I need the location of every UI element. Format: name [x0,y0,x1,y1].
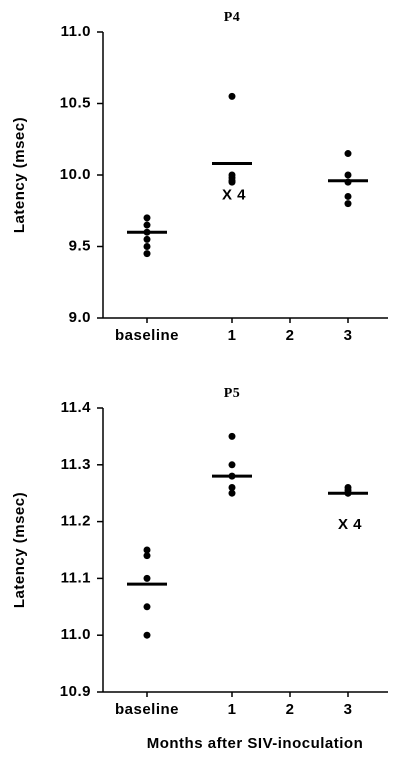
chart-title: P4 [224,10,241,25]
data-point [143,235,151,243]
data-point [228,461,236,469]
data-point [228,484,236,492]
y-tick-label: 9.0 [69,309,91,326]
x-tick-label: 3 [344,701,353,718]
data-point [143,603,151,611]
chart-title: P5 [224,386,241,401]
y-tick-label: 11.3 [61,456,91,473]
x-axis-label: Months after SIV-inoculation [147,735,364,752]
data-point [143,546,151,554]
annotation: X 4 [338,516,362,533]
data-point [344,192,352,200]
x-tick-label: baseline [115,327,179,344]
data-point [143,631,151,639]
y-tick-label: 11.0 [61,23,91,40]
data-point [143,243,151,250]
y-tick-label: 11.4 [61,399,92,416]
data-point [143,214,151,222]
data-point [143,552,151,560]
x-tick-label: 1 [228,701,237,718]
y-tick-label: 10.0 [60,166,91,183]
y-axis-label: Latency (msec) [11,492,28,608]
data-point [228,92,236,100]
data-point [143,221,151,229]
x-tick-label: 1 [228,327,237,344]
data-point [228,178,236,186]
y-tick-label: 11.2 [61,513,91,530]
data-point [143,250,151,258]
x-tick-label: 2 [286,701,295,718]
y-tick-label: 10.5 [60,94,91,111]
x-tick-label: 3 [344,327,353,344]
data-point [143,574,151,582]
annotation: X 4 [222,187,246,204]
data-point [344,171,352,179]
y-tick-label: 11.1 [61,569,91,586]
data-point [228,432,236,440]
y-axis-label: Latency (msec) [11,117,28,233]
data-point [228,489,236,497]
y-tick-label: 10.9 [60,683,91,700]
data-point [344,150,352,158]
x-tick-label: baseline [115,701,179,718]
x-tick-label: 2 [286,327,295,344]
y-tick-label: 9.5 [69,237,91,254]
y-tick-label: 11.0 [61,626,91,643]
data-point [344,200,352,208]
